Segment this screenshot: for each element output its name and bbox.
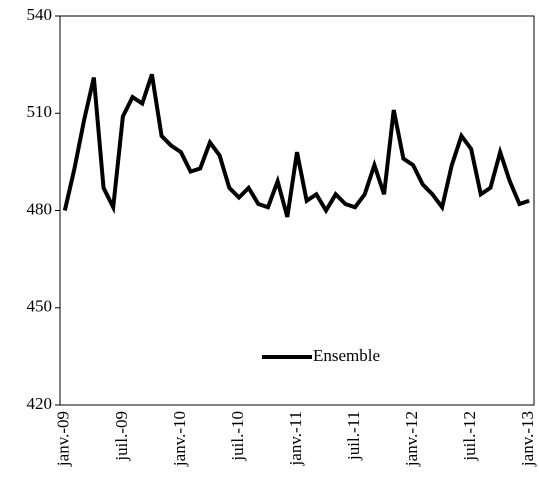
- x-tick-label: janv.-09: [54, 411, 73, 467]
- x-tick-label: juil.-09: [112, 411, 131, 462]
- x-tick-label: juil.-12: [460, 411, 479, 462]
- y-tick-label: 450: [27, 297, 53, 316]
- x-tick-label: janv.-11: [286, 411, 305, 466]
- line-series: [62, 73, 530, 218]
- y-tick-label: 540: [27, 5, 53, 24]
- x-tick-label: juil.-10: [228, 411, 247, 462]
- y-tick-label: 480: [27, 199, 53, 218]
- x-tick-label: juil.-11: [344, 411, 363, 461]
- y-tick-label: 510: [27, 102, 53, 121]
- y-tick-label: 420: [27, 394, 53, 413]
- x-tick-label: janv.-10: [170, 411, 189, 467]
- legend-label: Ensemble: [313, 346, 380, 365]
- x-tick-label: janv.-13: [518, 411, 537, 467]
- x-tick-label: janv.-12: [402, 411, 421, 467]
